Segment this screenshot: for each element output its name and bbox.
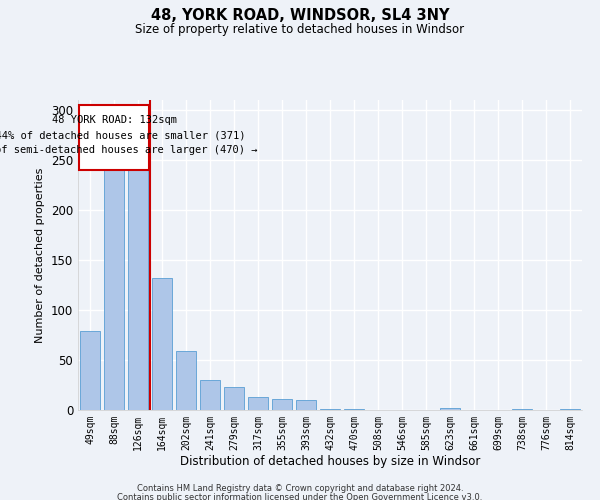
Bar xyxy=(152,278,172,410)
Bar xyxy=(224,387,244,410)
Bar xyxy=(248,397,268,410)
Text: 56% of semi-detached houses are larger (470) →: 56% of semi-detached houses are larger (… xyxy=(0,145,258,155)
Bar xyxy=(344,409,364,410)
Bar xyxy=(512,409,532,410)
Bar xyxy=(80,331,100,410)
Bar xyxy=(272,399,292,410)
Bar xyxy=(104,160,124,410)
Y-axis label: Number of detached properties: Number of detached properties xyxy=(35,168,46,342)
Text: ← 44% of detached houses are smaller (371): ← 44% of detached houses are smaller (37… xyxy=(0,130,245,140)
Bar xyxy=(128,165,148,410)
Bar xyxy=(440,408,460,410)
Bar xyxy=(560,409,580,410)
Text: 48 YORK ROAD: 132sqm: 48 YORK ROAD: 132sqm xyxy=(52,115,176,125)
Text: Distribution of detached houses by size in Windsor: Distribution of detached houses by size … xyxy=(180,455,480,468)
Text: Contains public sector information licensed under the Open Government Licence v3: Contains public sector information licen… xyxy=(118,492,482,500)
Text: Contains HM Land Registry data © Crown copyright and database right 2024.: Contains HM Land Registry data © Crown c… xyxy=(137,484,463,493)
Bar xyxy=(296,400,316,410)
FancyBboxPatch shape xyxy=(79,105,149,170)
Text: Size of property relative to detached houses in Windsor: Size of property relative to detached ho… xyxy=(136,22,464,36)
Bar xyxy=(176,351,196,410)
Bar xyxy=(320,409,340,410)
Bar xyxy=(200,380,220,410)
Text: 48, YORK ROAD, WINDSOR, SL4 3NY: 48, YORK ROAD, WINDSOR, SL4 3NY xyxy=(151,8,449,22)
